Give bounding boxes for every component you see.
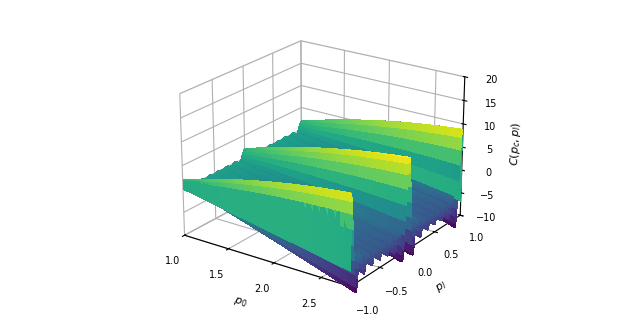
Y-axis label: $p_l$: $p_l$	[433, 278, 449, 295]
X-axis label: $p_0$: $p_0$	[232, 295, 249, 310]
